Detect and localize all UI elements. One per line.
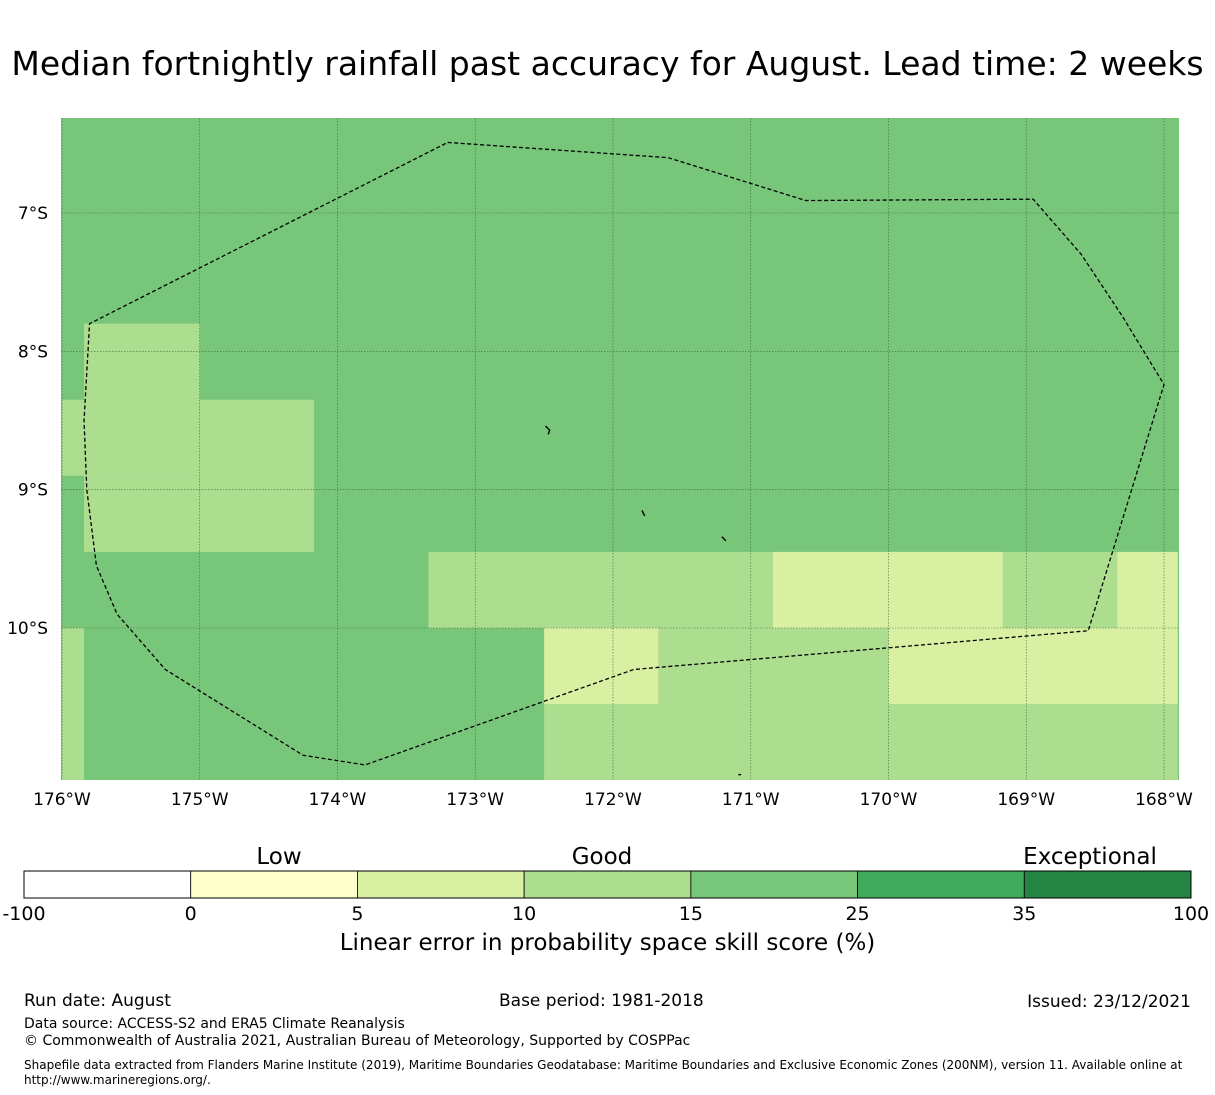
lon-tick-label: 174°W bbox=[309, 790, 367, 810]
skill-cell bbox=[888, 628, 1178, 705]
lon-tick-label: 170°W bbox=[860, 790, 918, 810]
colorbar-segment bbox=[190, 870, 358, 899]
eez-boundary-line bbox=[83, 141, 1165, 766]
map-gridlines bbox=[61, 118, 1179, 780]
base-period: Base period: 1981-2018 bbox=[499, 991, 704, 1011]
skill-cell bbox=[84, 323, 200, 476]
colorbar-tick-label: 0 bbox=[185, 903, 197, 925]
copyright: © Commonwealth of Australia 2021, Austra… bbox=[24, 1033, 691, 1049]
skill-cell bbox=[772, 551, 1003, 628]
data-source: Data source: ACCESS-S2 and ERA5 Climate … bbox=[24, 1016, 405, 1032]
colorbar-segment bbox=[357, 870, 525, 899]
lat-tick-label: 7°S bbox=[18, 204, 48, 224]
skill-cell bbox=[84, 475, 200, 552]
island-outline bbox=[545, 425, 551, 435]
lon-tick-label: 171°W bbox=[722, 790, 780, 810]
lon-tick-label: 176°W bbox=[33, 790, 91, 810]
skill-cell bbox=[544, 628, 659, 705]
shapefile-credit: Shapefile data extracted from Flanders M… bbox=[24, 1058, 1183, 1087]
skill-cell bbox=[658, 628, 889, 705]
lat-tick-label: 9°S bbox=[18, 481, 48, 501]
skill-cell bbox=[62, 628, 85, 780]
colorbar-segment bbox=[523, 870, 692, 899]
colorbar-tick-label: 5 bbox=[351, 903, 363, 925]
issued-date: Issued: 23/12/2021 bbox=[1027, 992, 1191, 1012]
axis-tick-labels: 176°W 175°W 174°W 173°W 172°W 171°W 170°W 169°W… bbox=[7, 204, 1193, 810]
map-cells bbox=[61, 118, 1179, 780]
skill-cell bbox=[1002, 551, 1118, 628]
colorbar-segment bbox=[690, 870, 858, 899]
colorbar-category-label: Low bbox=[256, 844, 301, 870]
lon-tick-label: 172°W bbox=[584, 790, 642, 810]
lon-tick-label: 173°W bbox=[446, 790, 504, 810]
colorbar-category-label: Exceptional bbox=[1023, 844, 1157, 870]
colorbar-segment bbox=[1023, 870, 1192, 899]
colorbar-tick-label: 25 bbox=[845, 903, 869, 925]
colorbar-category-label: Good bbox=[572, 844, 633, 870]
colorbar-label: Linear error in probability space skill … bbox=[339, 930, 876, 956]
skill-cell bbox=[1117, 551, 1178, 628]
colorbar-tick-label: 10 bbox=[512, 903, 536, 925]
run-date: Run date: August bbox=[24, 991, 171, 1011]
map-title: Median fortnightly rainfall past accurac… bbox=[11, 44, 1204, 83]
islands bbox=[545, 425, 742, 776]
island-outline bbox=[641, 510, 646, 517]
eez-boundary bbox=[83, 141, 1165, 766]
colorbar-segment bbox=[23, 870, 192, 899]
lon-tick-label: 175°W bbox=[171, 790, 229, 810]
colorbar-frame bbox=[23, 870, 1192, 899]
colorbar-tick-label: -100 bbox=[2, 903, 45, 925]
island-outline bbox=[721, 536, 727, 542]
colorbar-segment bbox=[857, 870, 1025, 899]
skill-cell bbox=[428, 551, 773, 628]
colorbar-tick-label: 35 bbox=[1012, 903, 1036, 925]
skill-cell bbox=[199, 399, 315, 552]
lat-tick-label: 8°S bbox=[18, 342, 48, 362]
colorbar-tick-label: 100 bbox=[1173, 903, 1209, 925]
colorbar-tick-label: 15 bbox=[679, 903, 703, 925]
skill-cell bbox=[62, 399, 85, 476]
lon-tick-label: 169°W bbox=[997, 790, 1055, 810]
colorbar: -100 0 5 10 15 25 35 100 Low Good Exceptional bbox=[2, 844, 1209, 925]
lon-tick-label: 168°W bbox=[1135, 790, 1193, 810]
lat-tick-label: 10°S bbox=[7, 619, 48, 639]
skill-cell bbox=[544, 704, 1178, 780]
